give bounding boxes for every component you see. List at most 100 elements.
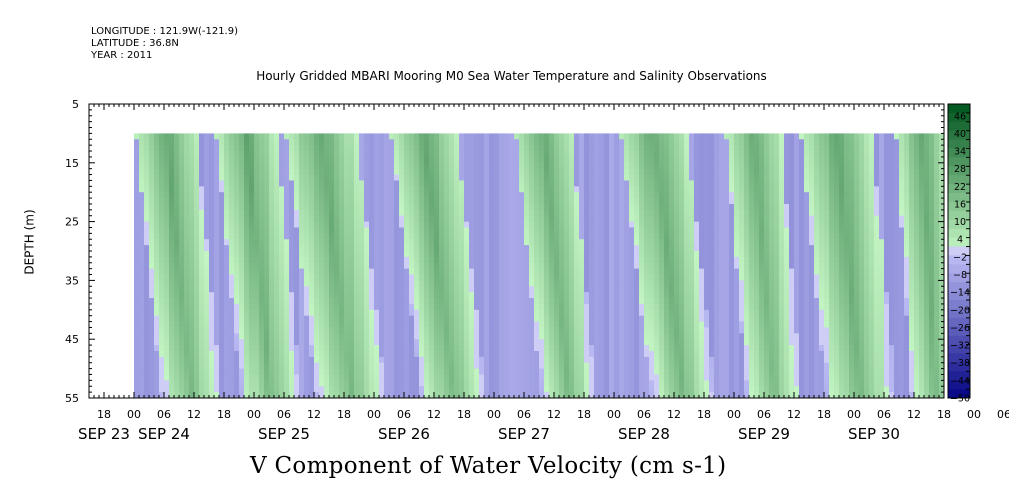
heatmap-cell [619, 392, 625, 399]
heatmap-cell [439, 209, 445, 217]
heatmap-cell [314, 192, 320, 199]
heatmap-cell [609, 256, 615, 264]
heatmap-cell [479, 186, 485, 193]
heatmap-cell [654, 345, 660, 352]
heatmap-cell [339, 151, 345, 158]
heatmap-cell [559, 151, 565, 158]
heatmap-cell [624, 203, 630, 211]
heatmap-cell [204, 339, 210, 346]
heatmap-cell [174, 233, 180, 240]
heatmap-cell [164, 162, 170, 170]
heatmap-cell [194, 145, 200, 152]
heatmap-cell [214, 162, 220, 170]
heatmap-cell [384, 156, 390, 164]
heatmap-cell [519, 362, 525, 369]
heatmap-cell [349, 333, 355, 340]
heatmap-cell [684, 256, 690, 264]
heatmap-cell [544, 386, 550, 393]
heatmap-cell [414, 362, 420, 369]
heatmap-cell [319, 209, 325, 217]
heatmap-cell [239, 168, 245, 175]
heatmap-cell [569, 333, 575, 340]
heatmap-cell [244, 192, 250, 199]
heatmap-cell [634, 168, 640, 175]
heatmap-cell [624, 239, 630, 246]
heatmap-cell [194, 339, 200, 346]
heatmap-cell [544, 327, 550, 334]
heatmap-cell [209, 350, 215, 358]
heatmap-cell [654, 227, 660, 234]
heatmap-cell [379, 162, 385, 170]
heatmap-cell [259, 315, 265, 322]
heatmap-cell [474, 327, 480, 334]
heatmap-cell [409, 280, 415, 287]
heatmap-cell [374, 192, 380, 199]
heatmap-cell [319, 368, 325, 375]
heatmap-cell [624, 245, 630, 252]
heatmap-cell [584, 333, 590, 340]
heatmap-cell [239, 227, 245, 234]
heatmap-cell [579, 327, 585, 334]
heatmap-cell [559, 221, 565, 228]
heatmap-cell [149, 339, 155, 346]
heatmap-cell [649, 315, 655, 322]
heatmap-cell [509, 262, 515, 270]
heatmap-cell [159, 262, 165, 270]
heatmap-cell [204, 368, 210, 375]
heatmap-cell [579, 151, 585, 158]
heatmap-cell [379, 356, 385, 364]
heatmap-cell [599, 309, 605, 317]
heatmap-cell [559, 303, 565, 311]
heatmap-cell [324, 339, 330, 346]
heatmap-cell [669, 292, 675, 299]
heatmap-cell [249, 339, 255, 346]
heatmap-cell [184, 209, 190, 217]
heatmap-cell [454, 251, 460, 258]
heatmap-cell [424, 239, 430, 246]
heatmap-cell [649, 303, 655, 311]
heatmap-cell [299, 215, 305, 222]
heatmap-cell [569, 280, 575, 287]
heatmap-cell [264, 139, 270, 146]
heatmap-cell [364, 280, 370, 287]
heatmap-cell [269, 209, 275, 217]
heatmap-cell [554, 162, 560, 170]
heatmap-cell [564, 139, 570, 146]
heatmap-cell [534, 221, 540, 228]
heatmap-cell [264, 292, 270, 299]
heatmap-cell [399, 327, 405, 334]
heatmap-cell [229, 345, 235, 352]
heatmap-cell [369, 292, 375, 299]
heatmap-cell [134, 174, 140, 181]
heatmap-cell [424, 245, 430, 252]
heatmap-cell [239, 221, 245, 228]
heatmap-cell [174, 386, 180, 393]
heatmap-cell [549, 180, 555, 187]
heatmap-cell [459, 356, 465, 364]
heatmap-cell [509, 192, 515, 199]
heatmap-cell [484, 186, 490, 193]
heatmap-cell [154, 392, 160, 399]
heatmap-cell [644, 251, 650, 258]
heatmap-cell [604, 262, 610, 270]
heatmap-cell [619, 286, 625, 293]
heatmap-cell [484, 345, 490, 352]
heatmap-cell [599, 239, 605, 246]
heatmap-cell [529, 392, 535, 399]
heatmap-cell [324, 139, 330, 146]
heatmap-cell [184, 303, 190, 311]
heatmap-cell [214, 321, 220, 328]
heatmap-cell [254, 227, 260, 234]
heatmap-cell [539, 215, 545, 222]
heatmap-cell [384, 333, 390, 340]
heatmap-cell [229, 233, 235, 240]
heatmap-cell [144, 368, 150, 375]
heatmap-cell [574, 339, 580, 346]
heatmap-cell [364, 368, 370, 375]
heatmap-cell [449, 280, 455, 287]
heatmap-cell [579, 350, 585, 358]
heatmap-cell [649, 151, 655, 158]
heatmap-cell [429, 356, 435, 364]
heatmap-cell [564, 386, 570, 393]
heatmap-cell [259, 221, 265, 228]
